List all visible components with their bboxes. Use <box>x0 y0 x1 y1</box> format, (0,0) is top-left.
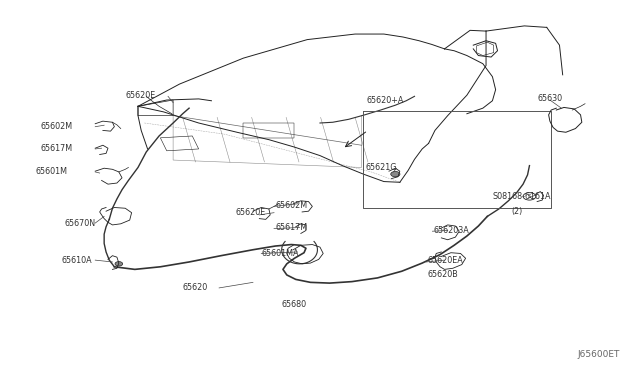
Text: 65617M: 65617M <box>275 223 307 232</box>
Text: 65630: 65630 <box>537 94 563 103</box>
Text: 65620E: 65620E <box>236 208 266 217</box>
Text: J65600ET: J65600ET <box>578 350 620 359</box>
Text: 65680: 65680 <box>282 300 307 309</box>
Text: 65621G: 65621G <box>366 163 397 172</box>
Text: 65617M: 65617M <box>40 144 72 153</box>
Text: 65620+A: 65620+A <box>367 96 404 105</box>
Text: 65620: 65620 <box>182 283 208 292</box>
Text: 65602M: 65602M <box>275 201 307 210</box>
Text: 65601MA: 65601MA <box>261 249 299 258</box>
Circle shape <box>391 171 400 177</box>
Text: 65620B: 65620B <box>428 270 458 279</box>
Text: 656203A: 656203A <box>434 226 469 235</box>
Text: 65620E: 65620E <box>125 91 156 100</box>
Text: 65602M: 65602M <box>40 122 72 131</box>
Text: 65670N: 65670N <box>65 219 96 228</box>
Text: S08168-6161A: S08168-6161A <box>492 192 551 201</box>
Text: S: S <box>528 194 531 199</box>
Text: (2): (2) <box>511 207 523 216</box>
Text: 65601M: 65601M <box>36 167 68 176</box>
Circle shape <box>115 262 123 266</box>
Text: 65620EA: 65620EA <box>428 256 463 264</box>
Text: 65610A: 65610A <box>61 256 92 264</box>
Bar <box>243 123 294 138</box>
